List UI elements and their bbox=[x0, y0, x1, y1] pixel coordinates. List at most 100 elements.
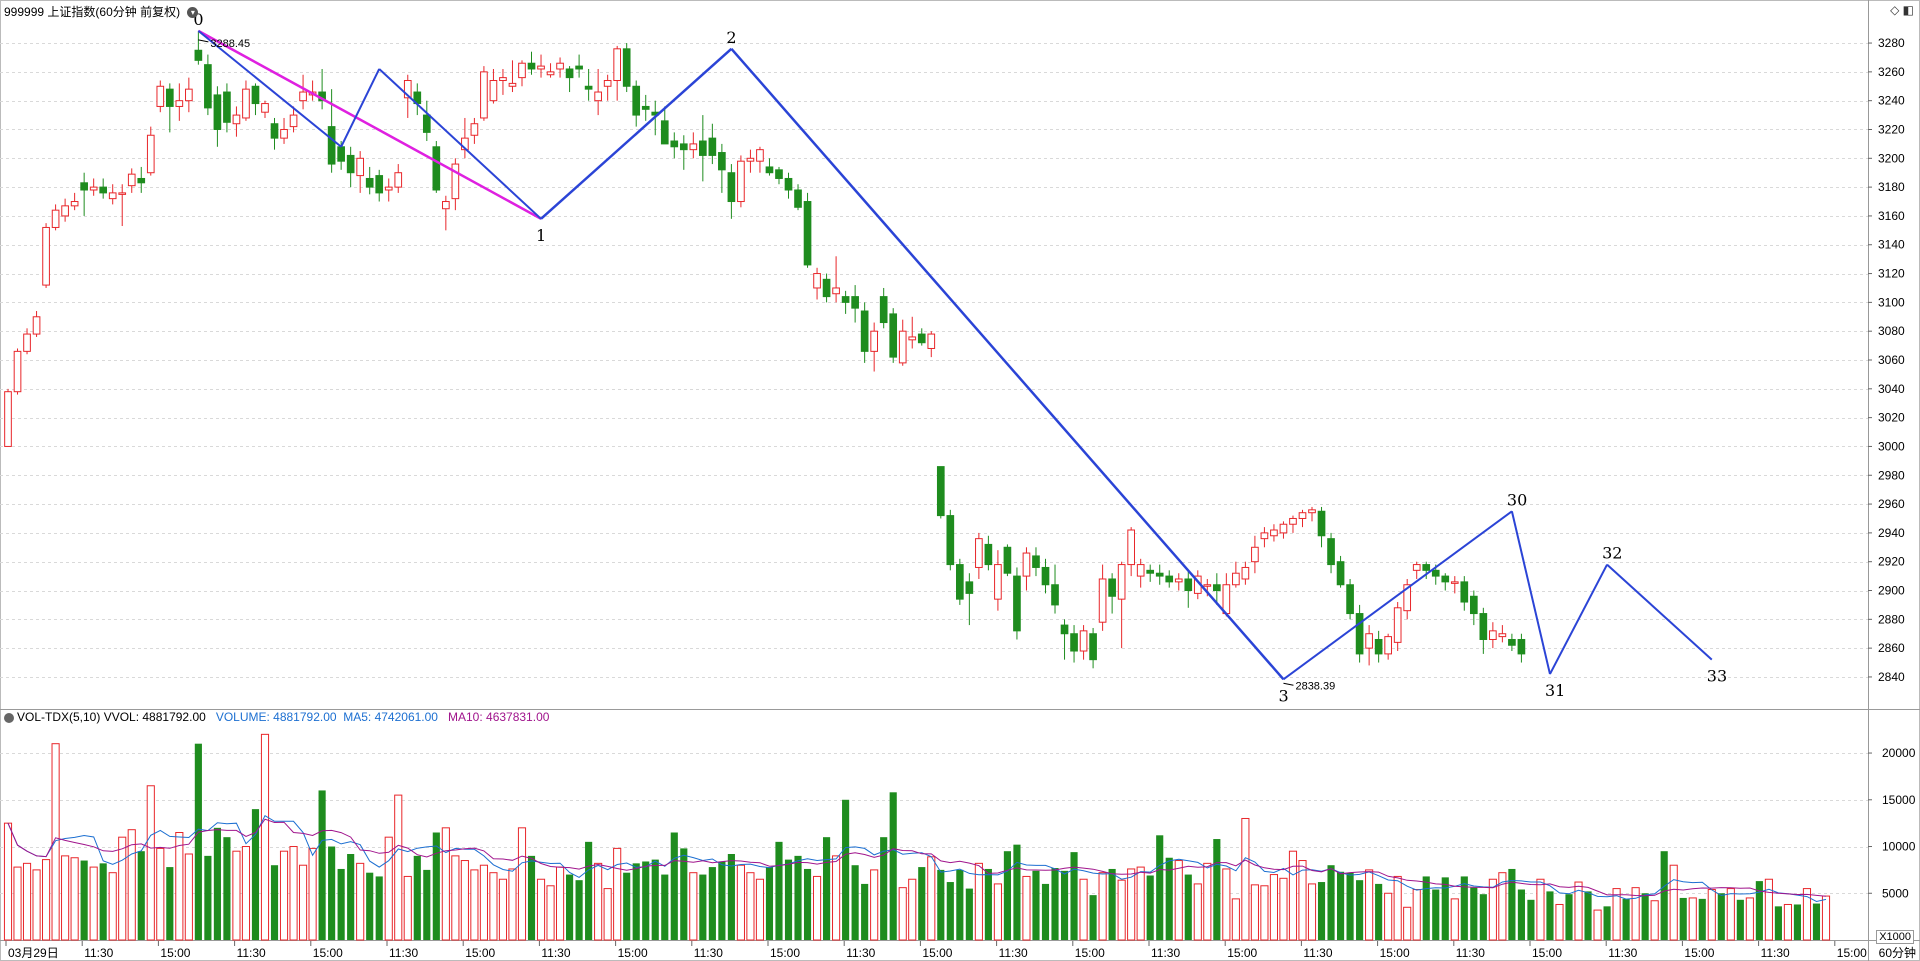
candle-body-up bbox=[1412, 564, 1421, 571]
volume-bar-down bbox=[699, 874, 707, 940]
volume-bar-up bbox=[1498, 872, 1507, 941]
candle-body-up bbox=[61, 205, 69, 217]
x-tick-label: 15:00 bbox=[313, 946, 343, 960]
volume-bar-up bbox=[156, 847, 165, 941]
volume-bar-down bbox=[1165, 857, 1173, 940]
volume-bar-up bbox=[746, 872, 755, 941]
wave-label: 31 bbox=[1545, 681, 1565, 700]
volume-indicator-name[interactable]: VOL-TDX(5,10) bbox=[17, 710, 101, 724]
candle-body-up bbox=[1022, 552, 1031, 577]
volume-bar-up bbox=[555, 866, 565, 941]
volume-bar-down bbox=[1527, 899, 1535, 940]
candle-body-up bbox=[4, 391, 12, 447]
candle-body-down bbox=[1508, 638, 1516, 646]
candle-body-up bbox=[23, 333, 31, 352]
volume-bar-up bbox=[1488, 878, 1497, 941]
candle-body-up bbox=[737, 160, 745, 203]
chevron-down-icon[interactable]: ▾ bbox=[187, 7, 199, 19]
volume-bar-down bbox=[270, 865, 279, 940]
price-tick-label: 3180 bbox=[1878, 180, 1905, 194]
candle-body-up bbox=[261, 103, 269, 113]
x-tick-label: 15:00 bbox=[465, 946, 495, 960]
inner-wave-segment bbox=[378, 68, 542, 220]
volume-bar-down bbox=[918, 867, 926, 940]
candle-body-up bbox=[537, 65, 545, 70]
volume-bar-down bbox=[1336, 871, 1345, 940]
vvol-value: VVOL: 4881792.00 bbox=[103, 710, 206, 724]
price-tick-label: 2920 bbox=[1878, 555, 1905, 569]
volume-bar-up bbox=[51, 743, 60, 941]
volume-bar-up bbox=[1593, 909, 1602, 941]
volume-bar-down bbox=[1356, 880, 1364, 940]
candle-body-down bbox=[718, 152, 726, 171]
price-tick-label: 3020 bbox=[1878, 411, 1905, 425]
x-tick-label: 15:00 bbox=[770, 946, 800, 960]
candle-body-up bbox=[898, 330, 907, 364]
candle-body-up bbox=[280, 128, 288, 139]
candle-body-up bbox=[480, 71, 488, 119]
volume-menu-icon[interactable] bbox=[4, 712, 14, 723]
candle-body-down bbox=[1108, 578, 1116, 597]
candle-body-up bbox=[1270, 529, 1278, 537]
volume-bar-down bbox=[1213, 839, 1221, 940]
candle-body-down bbox=[327, 126, 336, 165]
volume-bar-up bbox=[1688, 897, 1697, 941]
x-tick-label: 15:00 bbox=[1532, 946, 1562, 960]
candle-body-up bbox=[813, 273, 821, 289]
candle-body-down bbox=[1070, 633, 1078, 652]
volume-bar-down bbox=[1774, 906, 1782, 940]
period-label[interactable]: 60分钟 bbox=[1878, 946, 1916, 960]
volume-bar-up bbox=[1307, 883, 1317, 941]
wave-label: 32 bbox=[1602, 544, 1622, 563]
candle-body-up bbox=[518, 62, 526, 79]
candle-body-up bbox=[356, 157, 365, 177]
candle-body-down bbox=[727, 172, 736, 203]
panel-toggle-icon[interactable]: ◧ bbox=[1902, 3, 1914, 17]
high-price-label: 3288.45 bbox=[210, 38, 250, 50]
x-tick-label: 11:30 bbox=[84, 946, 113, 960]
diamond-icon[interactable]: ◇ bbox=[1890, 3, 1900, 17]
candle-body-down bbox=[851, 296, 859, 309]
candle-body-up bbox=[489, 80, 498, 102]
candle-body-down bbox=[223, 91, 231, 123]
volume-bar-down bbox=[204, 855, 212, 940]
volume-bar-down bbox=[80, 860, 88, 940]
price-tick-label: 3200 bbox=[1878, 151, 1905, 165]
candle-body-up bbox=[232, 114, 241, 125]
volume-bar-up bbox=[1269, 874, 1279, 941]
volume-bar-up bbox=[1403, 906, 1412, 941]
volume-bar-down bbox=[566, 874, 574, 940]
candle-body-up bbox=[1393, 607, 1402, 643]
candle-body-down bbox=[1051, 584, 1059, 606]
volume-bar-up bbox=[403, 875, 412, 941]
price-tick-label: 3060 bbox=[1878, 353, 1905, 367]
candle-body-down bbox=[641, 105, 650, 110]
candle-body-up bbox=[1241, 566, 1250, 580]
volume-bar-up bbox=[603, 888, 612, 941]
wave-segment bbox=[540, 47, 733, 220]
axes: 2840286028802900292029402960298030003020… bbox=[5, 36, 1916, 960]
x-tick-label: 11:30 bbox=[999, 946, 1028, 960]
price-tick-label: 3000 bbox=[1878, 439, 1905, 453]
candle-body-down bbox=[936, 466, 945, 517]
volume-bar-down bbox=[432, 832, 440, 940]
candle-body-down bbox=[1422, 564, 1431, 571]
volume-bar-up bbox=[993, 883, 1002, 941]
volume-bar-up bbox=[441, 827, 450, 941]
low-price-label: 2838.39 bbox=[1295, 680, 1335, 692]
candle-body-down bbox=[337, 146, 345, 162]
volume-bar-down bbox=[718, 861, 726, 940]
volume-bar-up bbox=[870, 869, 879, 941]
volume-bar-down bbox=[1013, 844, 1021, 940]
candle-body-up bbox=[32, 316, 41, 335]
x-tick-label: 03月29日 bbox=[8, 946, 59, 960]
wave-label: 3 bbox=[1278, 686, 1288, 705]
chart-header: 999999 上证指数(60分钟 前复权) ▾ bbox=[4, 3, 199, 20]
volume-bar-down bbox=[842, 799, 850, 940]
candle-body-down bbox=[784, 177, 793, 191]
volume-bar-up bbox=[22, 862, 32, 941]
volume-bar-down bbox=[632, 863, 640, 940]
volume-bar-up bbox=[1745, 897, 1754, 941]
